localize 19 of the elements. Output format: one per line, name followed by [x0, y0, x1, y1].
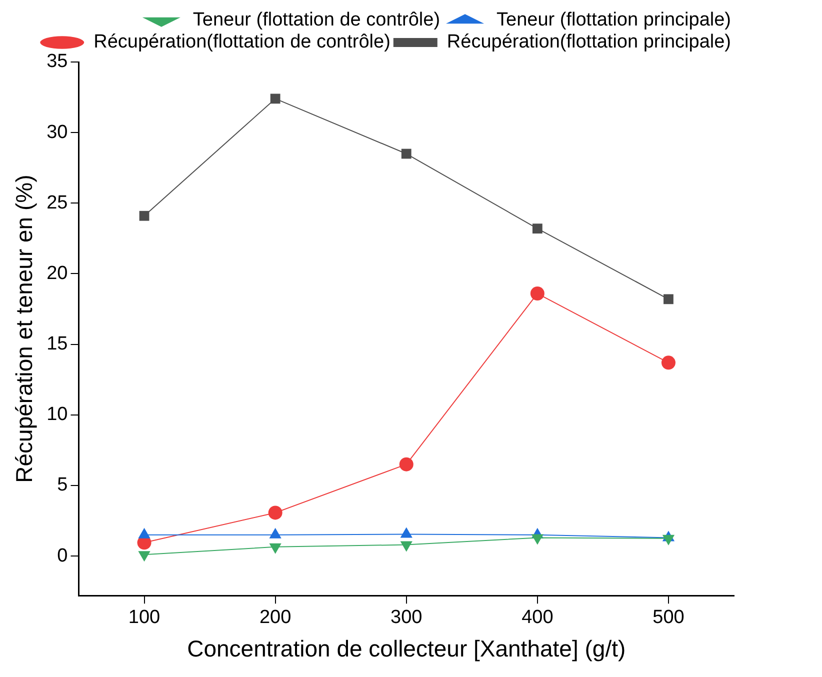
- y-tick-label: 0: [57, 545, 68, 566]
- x-tick-label: 300: [390, 607, 422, 628]
- x-tick-label: 400: [522, 607, 554, 628]
- y-tick-label: 20: [46, 262, 68, 284]
- y-tick-label: 35: [46, 51, 68, 72]
- x-tick-label: 200: [259, 607, 292, 628]
- y-tick-label: 15: [46, 334, 68, 355]
- legend-label: Récupération(flottation de contrôle): [94, 32, 390, 53]
- y-tick-label: 30: [46, 122, 68, 143]
- x-axis-title: Concentration de collecteur [Xanthate] (g/t): [187, 636, 626, 662]
- x-tick-label: 100: [128, 607, 160, 628]
- legend-label: Récupération(flottation principale): [446, 32, 732, 53]
- legend-label: Teneur (flottation de contrôle): [192, 10, 440, 31]
- y-tick-label: 25: [46, 192, 68, 214]
- y-axis-title: Récupération et teneur en (%): [11, 174, 38, 483]
- x-tick-label: 500: [652, 607, 684, 628]
- legend-label: Teneur (flottation principale): [496, 10, 732, 31]
- y-tick-label: 10: [46, 404, 68, 426]
- y-tick-label: 5: [57, 474, 68, 496]
